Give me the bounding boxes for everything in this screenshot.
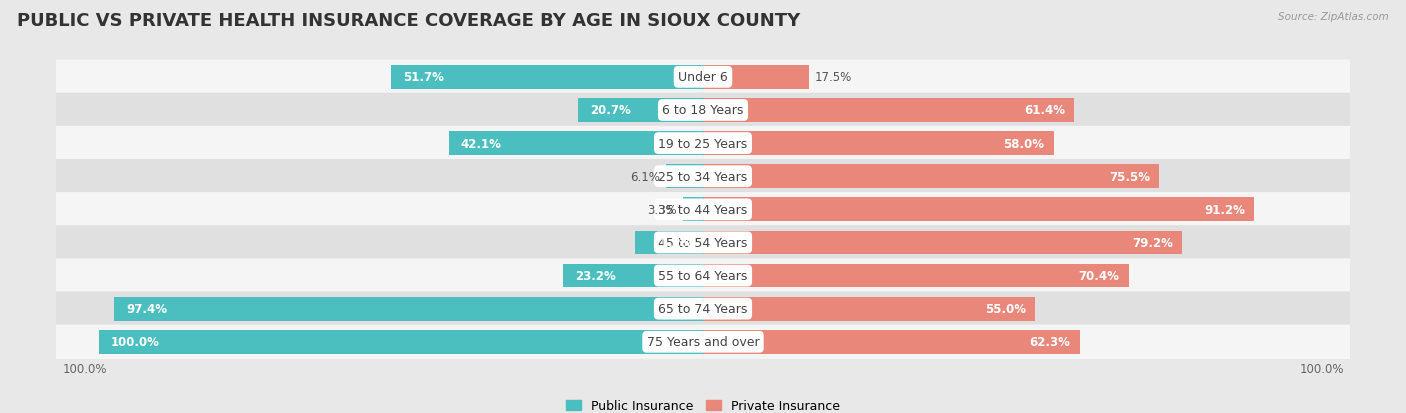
FancyBboxPatch shape [51,292,1355,326]
Bar [114,297,703,321]
Bar [391,66,703,90]
Bar [449,132,703,156]
Bar [703,297,1035,321]
Text: 42.1%: 42.1% [461,137,502,150]
Bar [636,231,703,255]
Bar [683,198,703,222]
Text: 55 to 64 Years: 55 to 64 Years [658,269,748,282]
Text: 51.7%: 51.7% [402,71,443,84]
Text: 79.2%: 79.2% [1132,236,1173,249]
Bar [703,198,1254,222]
Bar [703,330,1080,354]
Bar [703,231,1181,255]
Text: 61.4%: 61.4% [1024,104,1066,117]
Text: 97.4%: 97.4% [127,302,167,316]
Bar [703,66,808,90]
Text: 35 to 44 Years: 35 to 44 Years [658,203,748,216]
Text: 75.5%: 75.5% [1109,170,1150,183]
Text: 100.0%: 100.0% [111,335,159,349]
Text: 70.4%: 70.4% [1078,269,1119,282]
Text: 65 to 74 Years: 65 to 74 Years [658,302,748,316]
Text: 6.1%: 6.1% [630,170,659,183]
Bar [703,165,1160,189]
Bar [703,132,1053,156]
Bar [703,99,1074,123]
Bar [666,165,703,189]
FancyBboxPatch shape [51,325,1355,359]
Text: 55.0%: 55.0% [986,302,1026,316]
Text: Source: ZipAtlas.com: Source: ZipAtlas.com [1278,12,1389,22]
Text: 58.0%: 58.0% [1004,137,1045,150]
Text: PUBLIC VS PRIVATE HEALTH INSURANCE COVERAGE BY AGE IN SIOUX COUNTY: PUBLIC VS PRIVATE HEALTH INSURANCE COVER… [17,12,800,30]
Text: Under 6: Under 6 [678,71,728,84]
Bar [703,264,1129,288]
Text: 100.0%: 100.0% [1299,362,1344,375]
Text: 23.2%: 23.2% [575,269,616,282]
Text: 75 Years and over: 75 Years and over [647,335,759,349]
Text: 25 to 34 Years: 25 to 34 Years [658,170,748,183]
Legend: Public Insurance, Private Insurance: Public Insurance, Private Insurance [561,394,845,413]
Text: 6 to 18 Years: 6 to 18 Years [662,104,744,117]
Bar [98,330,703,354]
FancyBboxPatch shape [51,259,1355,293]
Text: 45 to 54 Years: 45 to 54 Years [658,236,748,249]
Text: 62.3%: 62.3% [1029,335,1070,349]
FancyBboxPatch shape [51,93,1355,128]
FancyBboxPatch shape [51,60,1355,95]
Text: 3.3%: 3.3% [647,203,678,216]
Text: 19 to 25 Years: 19 to 25 Years [658,137,748,150]
FancyBboxPatch shape [51,192,1355,227]
FancyBboxPatch shape [51,126,1355,161]
Text: 20.7%: 20.7% [591,104,631,117]
Text: 100.0%: 100.0% [62,362,107,375]
Bar [562,264,703,288]
FancyBboxPatch shape [51,159,1355,194]
Text: 11.2%: 11.2% [654,236,695,249]
Bar [578,99,703,123]
Text: 91.2%: 91.2% [1205,203,1246,216]
Text: 17.5%: 17.5% [815,71,852,84]
FancyBboxPatch shape [51,225,1355,260]
